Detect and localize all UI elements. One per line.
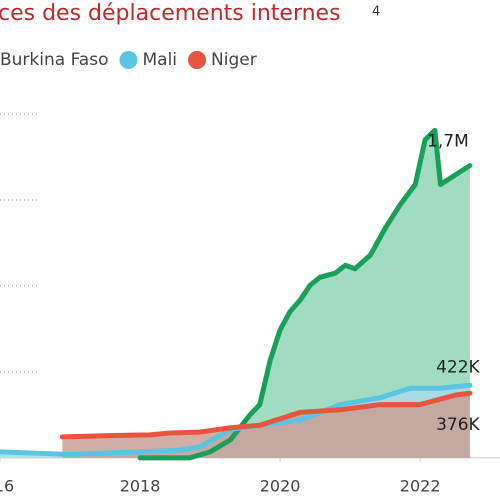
data-label: 376K: [436, 415, 480, 435]
legend-swatch: [188, 51, 207, 69]
legend-label: Mali: [142, 50, 177, 70]
chart-title: ces des déplacements internes: [0, 1, 341, 26]
data-label: 1,7M: [427, 132, 469, 152]
legend-label: Burkina Faso: [0, 50, 108, 70]
data-label: 422K: [436, 357, 480, 377]
line: [137, 127, 473, 461]
legend-label: Niger: [211, 50, 257, 70]
x-tick-label: 2020: [260, 476, 301, 495]
line: [59, 390, 473, 440]
x-tick-label: 16: [0, 476, 14, 495]
x-tick-label: 2018: [120, 476, 161, 495]
legend-swatch: [119, 51, 138, 69]
title-note: 4: [372, 5, 380, 20]
x-tick-label: 2022: [400, 476, 441, 495]
